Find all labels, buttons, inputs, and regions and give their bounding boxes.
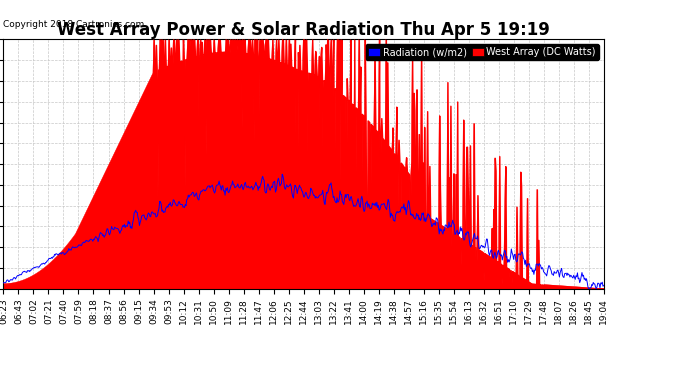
Legend: Radiation (w/m2), West Array (DC Watts): Radiation (w/m2), West Array (DC Watts) bbox=[366, 44, 599, 60]
Title: West Array Power & Solar Radiation Thu Apr 5 19:19: West Array Power & Solar Radiation Thu A… bbox=[57, 21, 550, 39]
Text: Copyright 2018 Cartronics.com: Copyright 2018 Cartronics.com bbox=[3, 20, 145, 29]
